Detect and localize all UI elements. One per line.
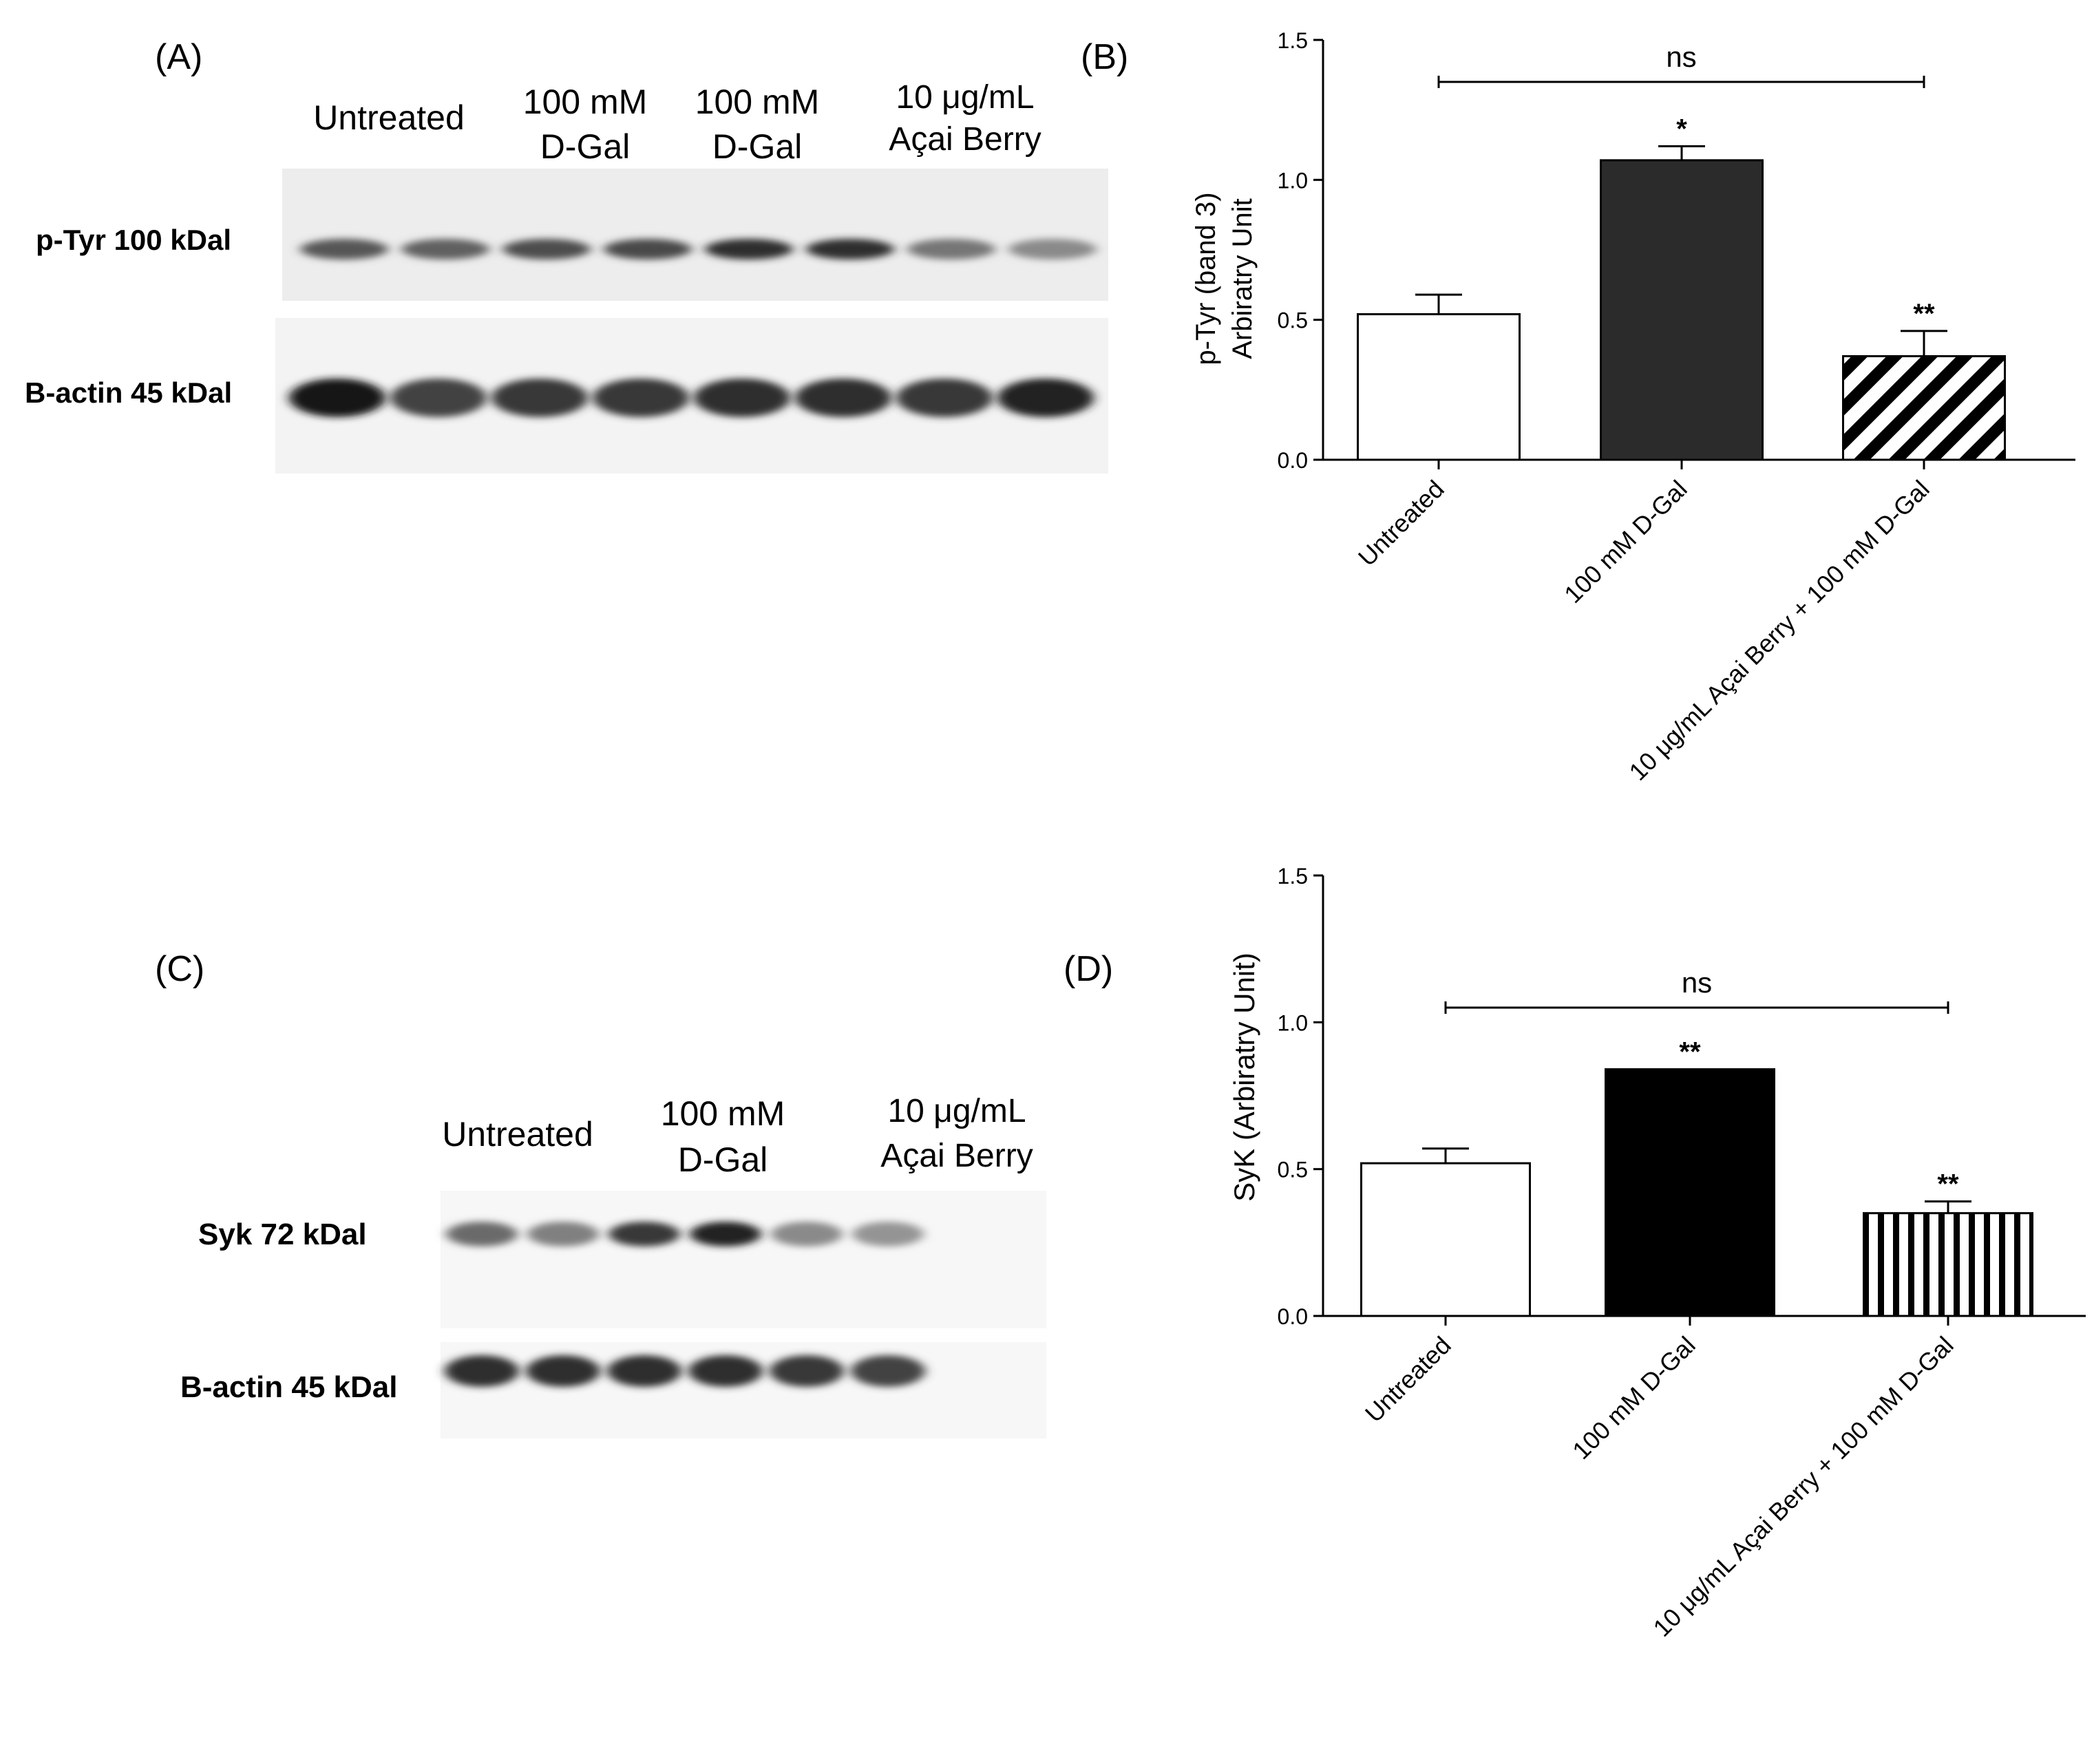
blot-c-row2-band-6 bbox=[851, 1355, 925, 1387]
blot-c-row2-band-1 bbox=[445, 1355, 519, 1387]
blot-c-row1-label: Syk 72 kDal bbox=[198, 1218, 367, 1251]
blot-c-row1-bands bbox=[446, 1222, 924, 1246]
chartB-significance-2: * bbox=[1676, 114, 1687, 145]
blot-a-row2-band-7 bbox=[896, 379, 993, 417]
blot-a-row1-band-7 bbox=[907, 239, 995, 259]
chartD-ytick-label: 0.5 bbox=[1278, 1158, 1308, 1182]
blot-c-row2-band-3 bbox=[607, 1355, 681, 1387]
chartD-ytick-label: 0.0 bbox=[1278, 1304, 1308, 1329]
blot-c-row1-band-6 bbox=[852, 1222, 924, 1246]
blot-c-row2-bands bbox=[445, 1355, 925, 1387]
blot-c-row1-band-4 bbox=[690, 1222, 761, 1246]
blot-a-row1-band-8 bbox=[1008, 239, 1097, 259]
blot-a-row1-band-2 bbox=[401, 239, 489, 259]
blot-a-row2-band-5 bbox=[694, 379, 790, 417]
chart-b: (B) p-Tyr (band 3) Arbiratry Unit 0.0 0.5… bbox=[1081, 28, 2075, 786]
chartB-ytick-label: 0.5 bbox=[1278, 308, 1308, 333]
blot-c-row2-band-5 bbox=[770, 1355, 844, 1387]
blot-a-row2-band-4 bbox=[593, 379, 689, 417]
blot-c-row1-band-3 bbox=[609, 1222, 680, 1246]
blot-a-row1-membrane bbox=[282, 169, 1108, 301]
lane-a-3-line1: 100 mM bbox=[695, 83, 820, 121]
blot-a-row2-band-6 bbox=[795, 379, 891, 417]
lane-a-3-line2: D-Gal bbox=[712, 127, 803, 166]
chart-b-ylabel-line1: p-Tyr (band 3) bbox=[1191, 192, 1221, 365]
chartB-category-label-2: 100 mM D-Gal bbox=[1558, 475, 1692, 608]
chartD-category-label-1: Untreated bbox=[1360, 1331, 1457, 1428]
chartD-bar-1 bbox=[1360, 1162, 1531, 1317]
lane-c-2-line2: D-Gal bbox=[678, 1140, 768, 1179]
blot-a-row2-band-8 bbox=[997, 379, 1094, 417]
lane-a-2-line1: 100 mM bbox=[523, 83, 648, 121]
chartD-category-label-3: 10 μg/mL Açai Berry + 100 mM D-Gal bbox=[1647, 1331, 1958, 1642]
chartD-bar-3 bbox=[1863, 1212, 2033, 1317]
chartB-ytick-label: 1.5 bbox=[1278, 28, 1308, 53]
blot-c-row1-band-2 bbox=[527, 1222, 599, 1246]
chartB-bracket-label: ns bbox=[1666, 41, 1696, 73]
blot-a-row2-band-3 bbox=[491, 379, 588, 417]
panel-d-label: (D) bbox=[1064, 949, 1113, 989]
chartD-bar-2 bbox=[1605, 1068, 1775, 1317]
lane-a-4-line2: Açai Berry bbox=[889, 121, 1041, 158]
chartD-ytick-label: 1.5 bbox=[1278, 864, 1308, 889]
blot-a-row1-band-5 bbox=[705, 239, 793, 259]
blot-c-row2-membrane bbox=[441, 1342, 1046, 1438]
blot-a-row2-bands bbox=[289, 379, 1094, 417]
chartB-bar-3 bbox=[1842, 355, 2006, 461]
chartB-category-label-1: Untreated bbox=[1353, 475, 1450, 572]
lane-a-2-line2: D-Gal bbox=[540, 127, 631, 166]
panel-c: (C) Untreated 100 mM D-Gal 10 μg/mL Açai… bbox=[155, 949, 1046, 1438]
lane-c-3-line1: 10 μg/mL bbox=[887, 1093, 1026, 1129]
chartB-significance-3: ** bbox=[1913, 299, 1935, 329]
chartD-significance-2: ** bbox=[1679, 1037, 1701, 1067]
panel-a: (A) Untreated 100 mM D-Gal 100 mM D-Gal … bbox=[25, 37, 1108, 474]
blot-c-row1-membrane bbox=[441, 1191, 1046, 1328]
panel-a-label: (A) bbox=[155, 37, 202, 77]
chart-d-ylabel: SyK (Arbiratry Unit) bbox=[1228, 953, 1260, 1202]
chartD-significance-3: ** bbox=[1937, 1169, 1959, 1200]
blot-c-row1-band-1 bbox=[446, 1222, 518, 1246]
chart-b-ylabel-line2: Arbiratry Unit bbox=[1227, 198, 1258, 359]
panel-b-label: (B) bbox=[1081, 37, 1128, 77]
lane-a-1-line1: Untreated bbox=[313, 98, 465, 137]
blot-a-row1-band-6 bbox=[806, 239, 894, 259]
blot-a-row2-label: B-actin 45 kDal bbox=[25, 376, 232, 409]
chartB-ytick-label: 0.0 bbox=[1278, 448, 1308, 473]
blot-c-row2-band-2 bbox=[526, 1355, 600, 1387]
blot-c-row1-band-5 bbox=[771, 1222, 843, 1246]
chart-d: (D) SyK (Arbiratry Unit) 0.0 0.5 1.0 1.5 Unt… bbox=[1064, 864, 2086, 1642]
chartB-category-label-3: 10 μg/mL Açai Berry + 100 mM D-Gal bbox=[1623, 475, 1934, 786]
blot-a-row1-band-4 bbox=[604, 239, 692, 259]
blot-a-row1-label: p-Tyr 100 kDal bbox=[36, 224, 231, 256]
lane-c-2-line1: 100 mM bbox=[661, 1094, 785, 1133]
blot-a-row1-band-3 bbox=[503, 239, 591, 259]
blot-a-row1-bands bbox=[300, 239, 1097, 259]
blot-a-row1-band-1 bbox=[300, 239, 388, 259]
panel-c-label: (C) bbox=[155, 949, 204, 989]
blot-a-row2-band-2 bbox=[390, 379, 487, 417]
blot-c-row2-band-4 bbox=[688, 1355, 763, 1387]
chartB-bar-1 bbox=[1357, 313, 1521, 461]
chartB-ytick-label: 1.0 bbox=[1278, 168, 1308, 193]
lane-a-4-line1: 10 μg/mL bbox=[896, 79, 1034, 116]
chartD-category-label-2: 100 mM D-Gal bbox=[1567, 1331, 1700, 1465]
blot-a-row2-band-1 bbox=[289, 379, 385, 417]
lane-c-1-line1: Untreated bbox=[442, 1115, 593, 1154]
chartD-ytick-label: 1.0 bbox=[1278, 1010, 1308, 1035]
lane-c-3-line2: Açai Berry bbox=[880, 1138, 1033, 1174]
blot-c-row2-label: B-actin 45 kDal bbox=[180, 1370, 397, 1404]
chartD-bracket-label: ns bbox=[1682, 966, 1712, 999]
chartB-bar-2 bbox=[1600, 159, 1764, 461]
